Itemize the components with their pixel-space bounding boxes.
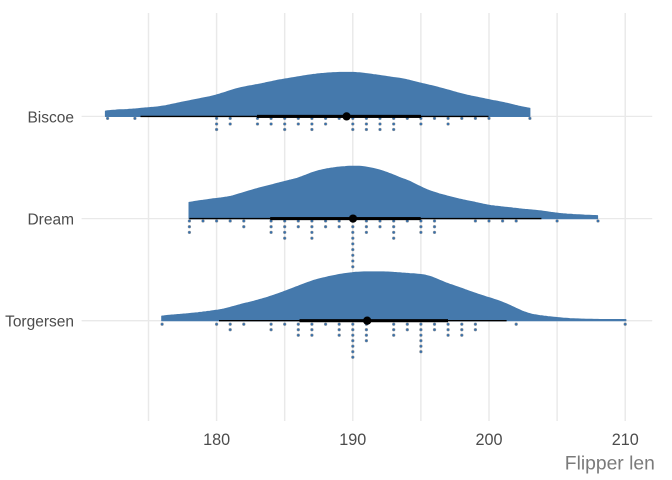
svg-text:Flipper len: Flipper len: [565, 454, 655, 475]
svg-text:Biscoe: Biscoe: [27, 109, 74, 126]
svg-text:180: 180: [203, 431, 230, 449]
svg-text:190: 190: [339, 431, 366, 449]
svg-text:Torgersen: Torgersen: [5, 314, 74, 331]
svg-text:200: 200: [475, 431, 502, 449]
svg-text:Dream: Dream: [27, 212, 74, 229]
svg-text:210: 210: [612, 431, 639, 449]
